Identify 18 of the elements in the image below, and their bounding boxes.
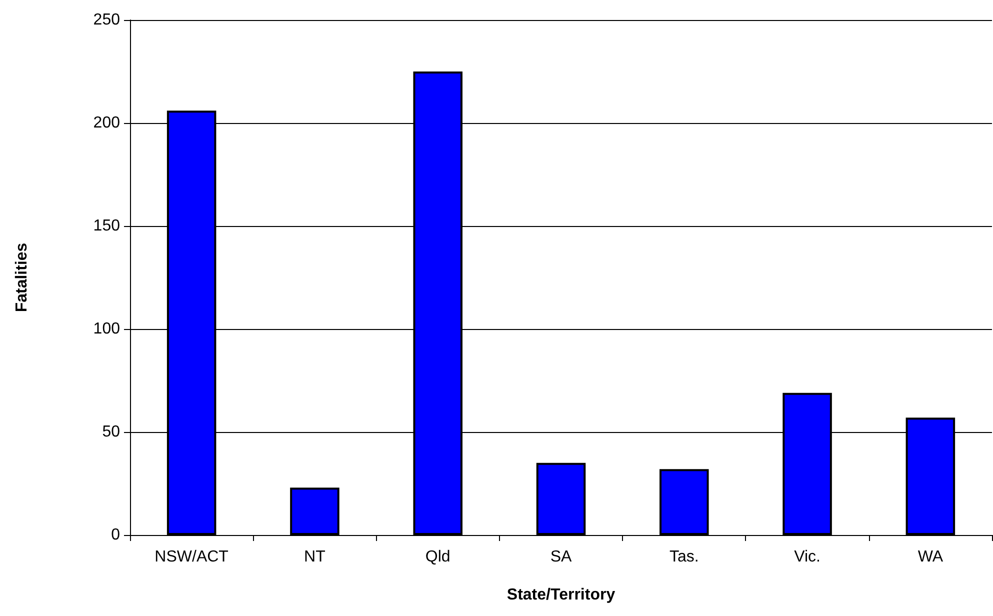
- bar: [660, 469, 709, 535]
- y-tick-label: 200: [93, 114, 120, 132]
- x-tick-label: NSW/ACT: [154, 548, 229, 566]
- y-tick-label: 100: [93, 320, 120, 338]
- bar: [290, 488, 340, 535]
- y-tick-label: 250: [93, 12, 120, 28]
- x-tick-label: NT: [304, 548, 326, 566]
- x-tick-label: SA: [550, 548, 572, 566]
- y-tick-label: 0: [111, 526, 120, 544]
- x-tick-label: WA: [918, 548, 944, 566]
- y-axis-title: Fatalities: [14, 242, 30, 312]
- x-tick-label: Tas.: [669, 548, 699, 566]
- x-tick-label: Vic.: [794, 548, 820, 566]
- y-tick-label: 50: [102, 424, 120, 440]
- x-tick-label: Qld: [425, 548, 450, 566]
- bar: [536, 462, 586, 535]
- x-axis-title: State/Territory: [506, 586, 616, 604]
- y-tick-label: 150: [93, 218, 120, 234]
